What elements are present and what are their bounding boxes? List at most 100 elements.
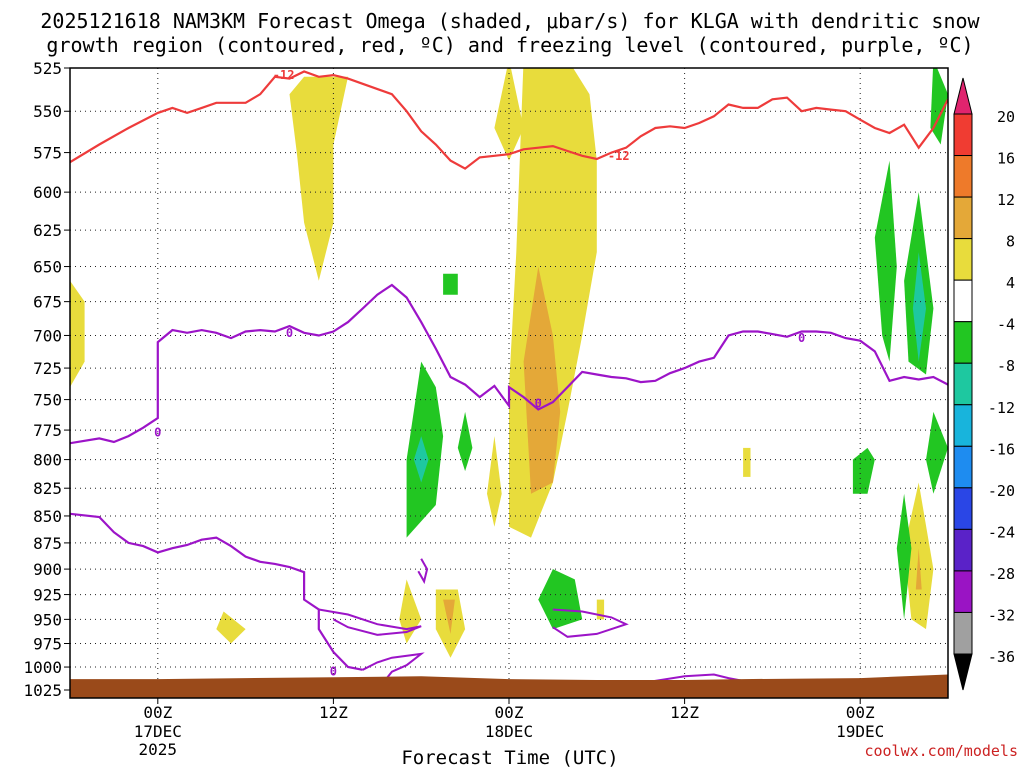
terrain-fill [70,674,948,698]
freezing-contour-loop [552,608,629,638]
y-tick-label: 925 [33,586,62,605]
omega-region [852,447,875,494]
colorbar-bin [953,528,973,572]
colorbar-bottom-arrow [953,653,973,691]
freezing-contour-low [70,512,363,671]
omega-region [915,548,922,590]
colorbar-label: -24 [988,523,1015,541]
colorbar-label: -16 [988,440,1015,458]
y-tick-label: 950 [33,610,62,629]
omega-region [494,68,524,161]
omega-region [874,160,897,362]
omega-region [912,252,926,362]
x-tick-date: 19DEC [836,722,884,741]
colorbar-bin [953,487,973,530]
y-tick-label: 875 [33,534,62,553]
x-axis-label: Forecast Time (UTC) [401,747,618,768]
dendritic-growth-contour: -12 -12 [70,68,948,170]
colorbar: 20 16 12 8 4 -4 -8 -12 -16 -20 -24 -28 -32 -36 [953,77,1015,691]
freezing-contour-loop [318,608,422,636]
freezing-contour-loop [417,558,429,585]
x-tick-year: 2025 [139,740,178,759]
colorbar-bin [953,362,973,406]
colorbar-label: 8 [1006,233,1015,251]
freezing-contour-label: 0 [286,326,293,340]
colorbar-label: -32 [988,606,1015,624]
freezing-contour-label: 0 [154,425,161,439]
y-tick-label: 600 [33,183,62,202]
dgz-contour-label: -12 [608,149,630,163]
colorbar-bin [953,238,973,281]
y-tick-label: 975 [33,635,62,654]
colorbar-label: 20 [997,108,1015,126]
colorbar-label: 4 [1006,274,1015,292]
y-tick-label: 1000 [23,658,62,677]
dgz-contour-label: -12 [273,68,295,82]
y-axis-ticks: 525 550 575 600 625 650 675 700 725 750 775 800 825 8… [23,59,70,700]
y-tick-label: 625 [33,221,62,240]
x-tick-date: 18DEC [485,722,533,741]
omega-region [523,266,561,494]
x-tick-label: 00Z [143,703,172,722]
y-tick-label: 850 [33,507,62,526]
omega-region [70,280,85,388]
omega-shading-layer [70,68,948,658]
x-tick-label: 12Z [319,703,348,722]
colorbar-label: -20 [988,482,1015,500]
colorbar-bin [953,155,973,198]
y-tick-label: 775 [33,421,62,440]
freezing-contour-label: 0 [535,396,542,410]
colorbar-bin [953,404,973,447]
omega-region [457,411,473,472]
omega-region [443,599,455,634]
colorbar-label: 12 [997,191,1015,209]
freezing-contour-main [70,283,948,445]
omega-region [216,611,246,644]
freezing-contour-label: 0 [330,665,337,679]
omega-region [443,273,458,295]
colorbar-label: 16 [997,150,1015,168]
y-tick-label: 650 [33,258,62,277]
chart-title-line-1: 2025121618 NAM3KM Forecast Omega (shaded… [40,9,980,33]
colorbar-bin [953,196,973,240]
colorbar-label: -12 [988,399,1015,417]
y-tick-label: 725 [33,359,62,378]
freezing-contour-loop [362,652,425,682]
colorbar-label: -4 [997,316,1015,334]
colorbar-top-arrow [953,77,973,115]
omega-region [289,76,348,281]
omega-region [487,436,502,527]
colorbar-bin [953,113,973,157]
plot-area: -12 -12 0 0 0 0 0 [69,67,949,699]
freezing-contour-label: 0 [798,331,805,345]
omega-region [896,493,912,620]
colorbar-label: -8 [997,357,1015,375]
x-tick-label: 00Z [495,703,524,722]
x-tick-label: 12Z [670,703,699,722]
omega-region [538,569,583,630]
y-tick-label: 700 [33,326,62,345]
colorbar-bin [953,279,973,323]
chart-title-line-2: growth region (contoured, red, ºC) and f… [46,33,973,57]
omega-region [743,447,751,477]
y-tick-label: 575 [33,144,62,163]
colorbar-label: -36 [988,648,1015,666]
y-tick-label: 675 [33,293,62,312]
colorbar-bin [953,570,973,613]
y-tick-label: 900 [33,560,62,579]
colorbar-label: -28 [988,565,1015,583]
colorbar-bin [953,445,973,489]
dgz-contour-line [70,70,948,170]
omega-region [413,436,429,483]
y-tick-label: 550 [33,102,62,121]
y-tick-label: 750 [33,391,62,410]
credit-text: coolwx.com/models [864,742,1018,760]
y-tick-label: 825 [33,479,62,498]
x-tick-date: 17DEC [134,722,182,741]
y-tick-label: 800 [33,451,62,470]
y-tick-label: 525 [33,59,62,78]
omega-region [926,411,948,494]
colorbar-bin [953,321,973,364]
